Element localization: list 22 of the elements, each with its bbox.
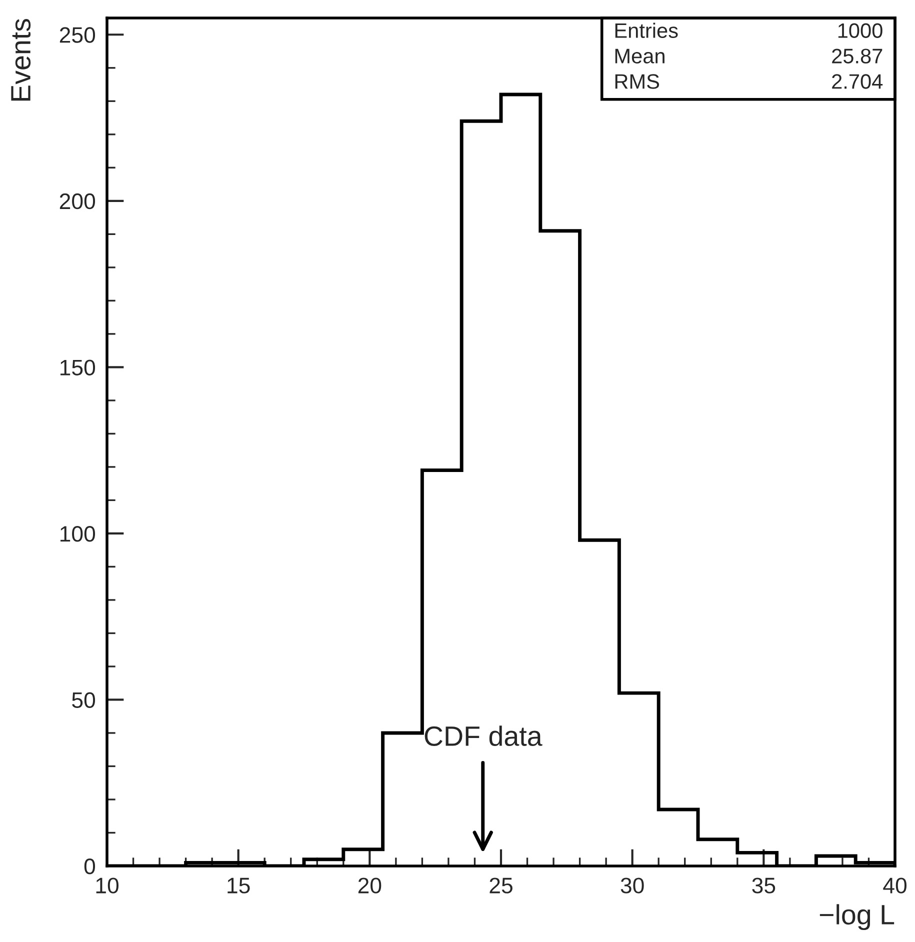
x-tick-label: 30: [620, 878, 644, 894]
x-axis-title: −log L: [820, 904, 894, 930]
y-tick-label: 150: [60, 360, 96, 376]
x-tick-label: 40: [883, 878, 906, 894]
y-tick-label: 200: [60, 193, 96, 210]
y-tick-label: 50: [72, 692, 96, 708]
annotation: 25.87: [832, 48, 882, 64]
x-tick-label: 15: [228, 878, 250, 894]
y-tick-label: 100: [60, 526, 96, 542]
annotation: 1000: [838, 23, 882, 38]
y-axis-title: Events: [11, 19, 31, 101]
annotation: Mean: [615, 48, 664, 64]
x-tick-label: 10: [96, 878, 118, 894]
annotation: 2.704: [832, 74, 883, 89]
x-tick-label: 25: [490, 878, 512, 894]
y-tick-label: 0: [84, 858, 96, 874]
annotation: CDF data: [424, 726, 542, 746]
x-tick-label: 20: [358, 878, 382, 894]
x-tick-label: 35: [752, 878, 776, 894]
annotation: RMS: [615, 74, 660, 89]
y-tick-label: 250: [60, 27, 96, 43]
annotation: Entries: [615, 22, 678, 38]
